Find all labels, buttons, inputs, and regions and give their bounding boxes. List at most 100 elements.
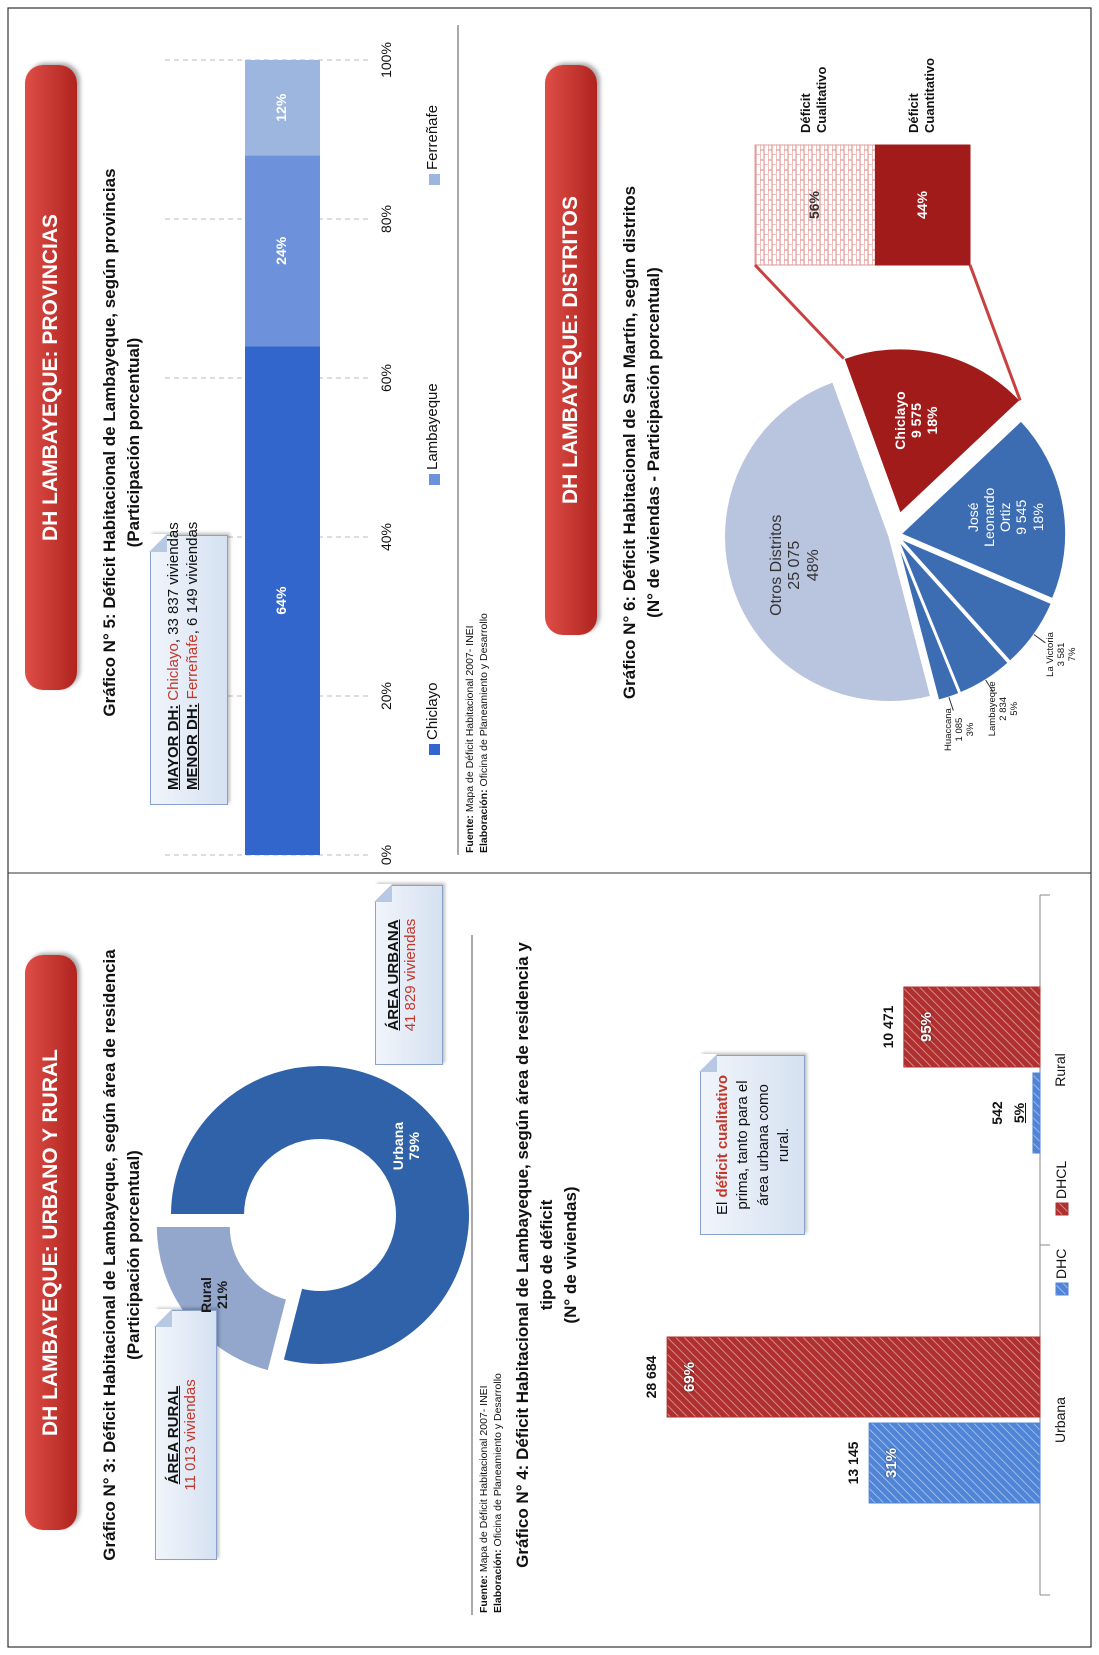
callout: MAYOR DH:Chiclayo, 33 837 viviendas MENOR… [149,522,228,805]
chart-title: Gráfico N° 4: Déficit Habitacional de La… [513,942,532,1568]
slice-percent: 3% [965,722,977,737]
page-border [7,7,1092,1648]
bar [666,1336,1041,1418]
pie-slice [723,380,932,703]
pie-label: Chiclayo 9 575 18% [892,385,940,457]
connector [753,263,845,360]
callout-title: ÁREA RURAL [165,1385,182,1485]
source-line: Elaboración: Oficina de Planeamiento y D… [492,1373,504,1613]
callout-text: , 6 149 viviendas [184,521,201,635]
segment-value: 21% [213,1280,230,1309]
bar [903,986,1041,1068]
source-label: Fuente: [464,815,476,853]
chart-title: (N° de viviendas) [561,1186,580,1324]
breakdown-label: Déficit Cualitativo [798,66,830,133]
segment-name: Rural [197,1277,214,1313]
x-tick-label: Rural [1052,1053,1068,1087]
x-tick-label: 100% [378,42,394,78]
x-tick-label: 60% [378,363,394,393]
callout-text: , 33 837 viviendas [165,522,182,644]
pie-slice [842,347,1022,515]
source-label: Elaboración: [492,1549,504,1613]
legend-swatch [1055,1282,1069,1296]
chart-title: (Participación porcentual) [124,1150,143,1360]
donut-segment [168,1064,471,1366]
pie-slice [899,537,1053,663]
legend-label: Chiclayo [424,682,441,740]
share-label: 31% [883,1447,901,1479]
callout: ÁREA RURAL 11 013 viviendas [154,1309,217,1560]
leader-line [948,697,954,711]
chart-title: Gráfico N° 5: Déficit Habitacional de La… [100,168,119,717]
value-label: 44% [913,190,930,220]
bar [868,1422,1041,1504]
legend-label: DHCL [1053,1160,1069,1199]
callout-fold [149,534,167,552]
callout-title: ÁREA URBANA [385,919,402,1031]
segment-name: Urbana [389,1121,406,1171]
x-tick-label: 20% [378,681,394,711]
slice-value: 25 075 [786,540,804,590]
slice-value: 2 834 [998,696,1010,721]
source-label: Elaboración: [478,789,490,853]
chart-title: Gráfico N° 6: Déficit Habitacional de Sa… [620,185,639,700]
legend-label: Lambayeque [424,383,441,470]
callout-line: MENOR DH: Ferreñafe, 6 149 viviendas [184,522,201,804]
value-label: 12% [273,93,289,122]
donut-label: Urbana 79% [390,1106,422,1186]
callout-text: 11 013 viviendas [182,1379,199,1491]
donut-label: Rural 21% [198,1255,230,1335]
value-label: 64% [273,586,289,615]
note-part: El [714,1197,731,1216]
donut-segment [154,1225,289,1373]
pie-slice [897,539,1010,694]
callout: ÁREA URBANA 41 829 viviendas [374,884,443,1065]
source-text: Oficina de Planeamiento y Desarrollo [478,613,490,790]
breakdown-label: Déficit Cuantitativo [905,57,937,133]
value-label: 24% [273,236,289,265]
x-tick-label: 80% [378,204,394,234]
connector [968,264,1022,401]
slice-name: Chiclayo [892,391,909,450]
pie-label: Lambayeque 2 834 5% [987,674,1021,744]
slice-value: 9 545 [1013,499,1030,535]
callout-fold [154,1309,172,1327]
value-label: 56% [806,190,823,220]
legend-label: Ferreñafe [424,104,441,170]
source-label: Fuente: [478,1575,490,1613]
x-tick-label: 40% [378,522,394,552]
bar [1032,1072,1041,1154]
legend-swatch [429,744,440,755]
x-tick-label: 0% [378,844,394,866]
slice-name: Huaccana [942,708,954,751]
slice-percent: 18% [924,406,941,435]
callout-name: Chiclayo [165,643,182,701]
slice-percent: 48% [804,549,822,582]
pie-label: Otros Distritos 25 075 48% [768,500,823,630]
slice-value: 9 575 [908,402,925,439]
bar-segment [245,60,320,156]
value-label: 13 145 [845,1441,862,1485]
value-label: 10 471 [879,1005,896,1049]
value-label: 28 684 [643,1355,660,1399]
slice-name: Lambayeque [986,681,998,737]
pie-label: Huaccana 1 085 3% [943,695,977,765]
callout-note: El déficit cualitativo prima, tanto para… [701,1056,806,1234]
slice-percent: 5% [1009,701,1021,716]
callout-line: MAYOR DH: Chiclayo, 33 837 viviendas [165,522,182,804]
banner: DH LAMBAYEQUE: PROVINCIAS [25,65,77,690]
source-text: Mapa de Déficit Habitacional 2007- INEI [478,1385,490,1576]
source-line: Fuente: Mapa de Déficit Habitacional 200… [478,1385,490,1613]
legend-swatch [1055,1202,1069,1216]
value-label: 542 [988,1101,1005,1125]
slice-value: 1 085 [954,717,966,742]
pie-slice [899,419,1067,600]
leader-line [985,679,994,693]
source-line: Elaboración: Oficina de Planeamiento y D… [478,613,490,853]
chart-title: tipo de déficit [537,1199,556,1311]
share-label: 69% [681,1361,699,1393]
bar-segment [245,155,320,347]
banner: DH LAMBAYEQUE: DISTRITOS [545,65,597,635]
